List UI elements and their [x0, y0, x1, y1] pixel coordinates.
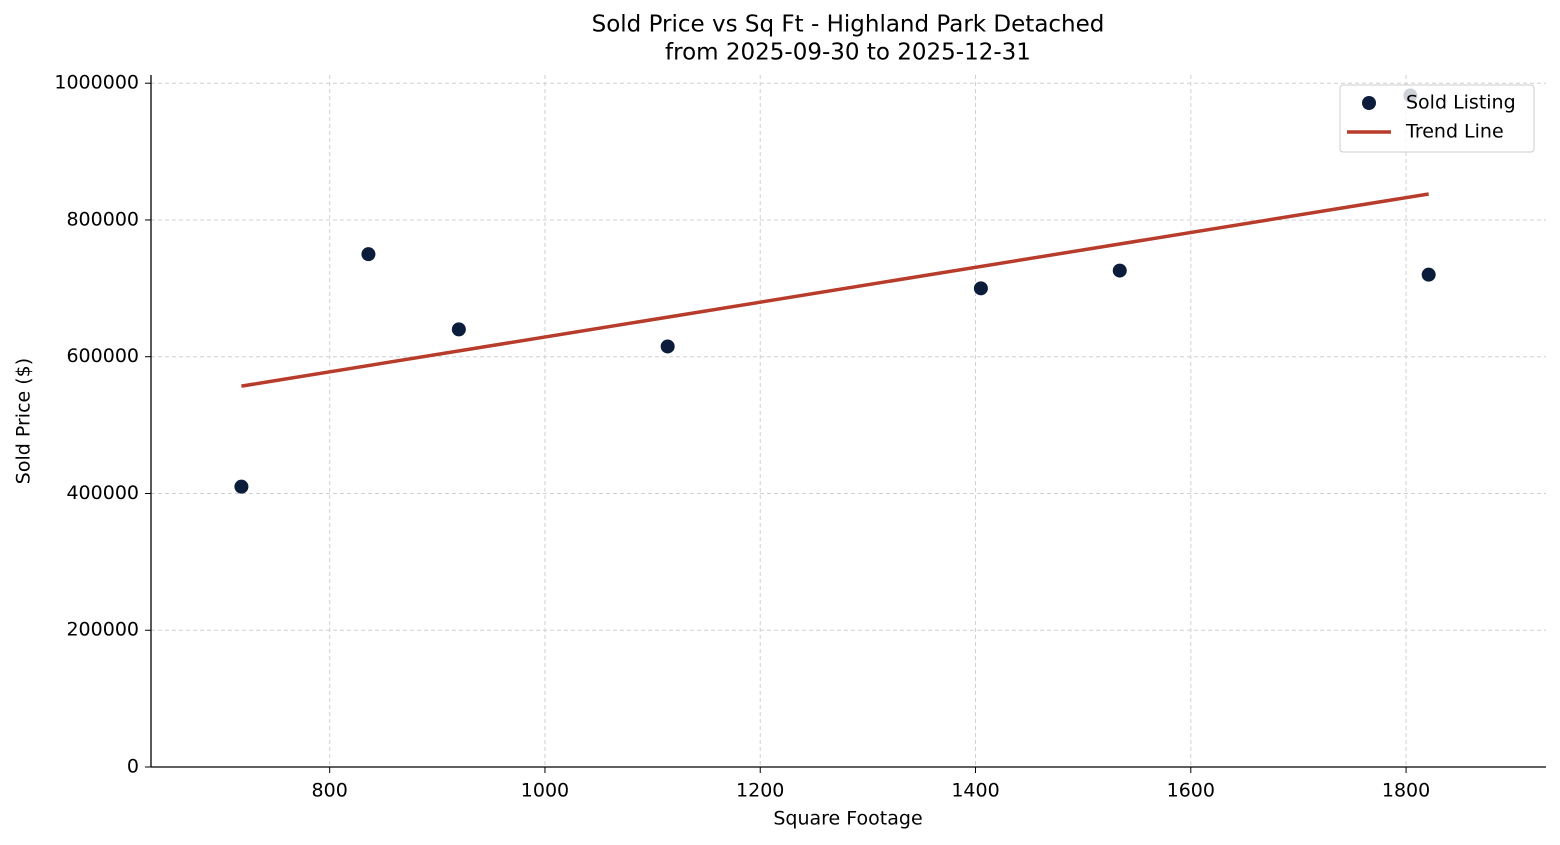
y-tick-label: 800000: [66, 208, 139, 230]
y-tick-label: 200000: [66, 619, 139, 641]
x-tick-label: 1800: [1382, 780, 1430, 802]
chart-title: Sold Price vs Sq Ft - Highland Park Deta…: [592, 12, 1105, 38]
y-tick-label: 600000: [66, 345, 139, 367]
point: [451, 322, 466, 337]
point: [361, 247, 376, 262]
x-axis-label: Square Footage: [773, 808, 922, 830]
legend-label: Trend Line: [1405, 121, 1504, 143]
trend-line: [241, 192, 1429, 388]
x-tick-label: 1000: [521, 780, 569, 802]
legend-box: [1339, 84, 1535, 153]
x-tick-label: 1400: [951, 780, 999, 802]
x-tick-label: 1600: [1167, 780, 1215, 802]
y-tick-label: 0: [127, 756, 139, 778]
point: [660, 339, 675, 354]
y-axis-label: Sold Price ($): [13, 358, 35, 484]
point: [973, 281, 988, 296]
point: [1112, 263, 1127, 278]
point: [1421, 267, 1436, 282]
x-tick-label: 800: [312, 780, 348, 802]
legend-marker: [1362, 96, 1376, 110]
legend-label: Sold Listing: [1406, 92, 1516, 114]
x-tick-label: 1200: [736, 780, 784, 802]
point: [234, 479, 249, 494]
y-tick-label: 1000000: [54, 72, 139, 94]
chart-subtitle: from 2025-09-30 to 2025-12-31: [665, 40, 1031, 66]
y-tick-label: 400000: [66, 482, 139, 504]
